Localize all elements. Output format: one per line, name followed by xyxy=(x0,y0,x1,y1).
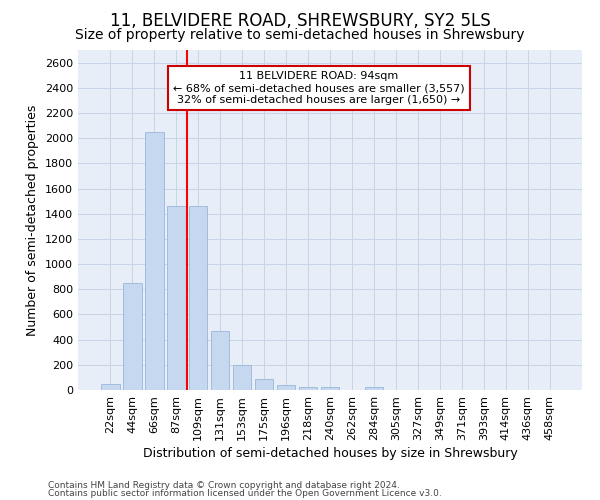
Text: Contains HM Land Registry data © Crown copyright and database right 2024.: Contains HM Land Registry data © Crown c… xyxy=(48,480,400,490)
Bar xyxy=(123,283,142,390)
X-axis label: Distribution of semi-detached houses by size in Shrewsbury: Distribution of semi-detached houses by … xyxy=(143,447,517,460)
Bar xyxy=(255,378,274,390)
Bar xyxy=(167,206,185,390)
Text: Contains public sector information licensed under the Open Government Licence v3: Contains public sector information licen… xyxy=(48,489,442,498)
Bar xyxy=(320,387,340,390)
Bar xyxy=(101,384,119,390)
Text: 11 BELVIDERE ROAD: 94sqm
← 68% of semi-detached houses are smaller (3,557)
32% o: 11 BELVIDERE ROAD: 94sqm ← 68% of semi-d… xyxy=(173,72,465,104)
Bar xyxy=(189,206,208,390)
Bar xyxy=(299,387,317,390)
Bar xyxy=(211,331,229,390)
Bar xyxy=(145,132,164,390)
Bar xyxy=(365,388,383,390)
Bar xyxy=(277,385,295,390)
Text: 11, BELVIDERE ROAD, SHREWSBURY, SY2 5LS: 11, BELVIDERE ROAD, SHREWSBURY, SY2 5LS xyxy=(110,12,490,30)
Text: Size of property relative to semi-detached houses in Shrewsbury: Size of property relative to semi-detach… xyxy=(75,28,525,42)
Bar xyxy=(233,365,251,390)
Y-axis label: Number of semi-detached properties: Number of semi-detached properties xyxy=(26,104,40,336)
